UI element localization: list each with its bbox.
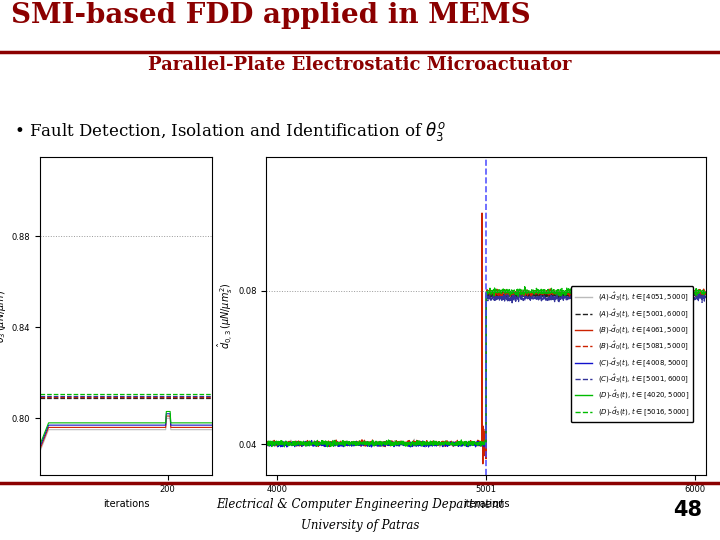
Text: Electrical & Computer Engineering Department: Electrical & Computer Engineering Depart… bbox=[216, 498, 504, 511]
X-axis label: iterations: iterations bbox=[103, 500, 149, 509]
Text: 48: 48 bbox=[673, 500, 702, 521]
Y-axis label: $\theta_3\,(\mu N/\mu m)$: $\theta_3\,(\mu N/\mu m)$ bbox=[0, 289, 9, 342]
Legend: $(A)$-$\hat{d}_3(t)$, $t\in[4051,5000]$, $(A)$-$\hat{d}_3(t)$, $t\in[5001,6000]$: $(A)$-$\hat{d}_3(t)$, $t\in[4051,5000]$,… bbox=[570, 286, 693, 422]
Y-axis label: $\hat{d}_{0,3}\,(\mu N/\mu m_s^2)$: $\hat{d}_{0,3}\,(\mu N/\mu m_s^2)$ bbox=[216, 282, 235, 349]
Text: SMI-based FDD applied in MEMS: SMI-based FDD applied in MEMS bbox=[11, 2, 531, 29]
X-axis label: iterations: iterations bbox=[463, 500, 509, 509]
Text: University of Patras: University of Patras bbox=[301, 519, 419, 532]
Text: Parallel-Plate Electrostatic Microactuator: Parallel-Plate Electrostatic Microactuat… bbox=[148, 56, 572, 74]
Text: • Fault Detection, Isolation and Identification of $\theta_3^o$: • Fault Detection, Isolation and Identif… bbox=[14, 120, 446, 143]
